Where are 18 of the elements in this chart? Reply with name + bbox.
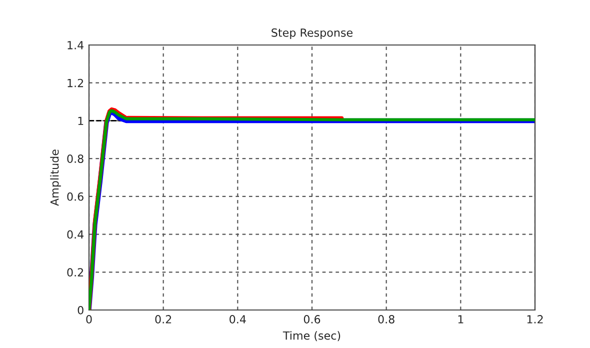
y-tick-label: 1 (78, 116, 84, 125)
y-tick-label: 0.4 (67, 230, 84, 239)
x-tick-label: 0.2 (155, 315, 172, 324)
x-axis-title: Time (sec) (282, 331, 340, 342)
y-axis-title: Amplitude (50, 150, 61, 206)
y-tick-label: 1.2 (68, 78, 84, 88)
chart-title: Step Response (272, 28, 353, 39)
y-tick-label: 0 (78, 306, 84, 314)
y-tick-label: 1.4 (68, 41, 84, 50)
x-tick-label: 1 (458, 315, 464, 324)
y-tick-label: 0.8 (67, 154, 84, 163)
x-tick-label: 0.6 (304, 315, 320, 324)
y-tick-label: 0.6 (67, 192, 84, 201)
y-tick-label: 0.2 (67, 268, 84, 277)
x-tick-label: 1.2 (527, 315, 543, 324)
x-tick-label: 0.8 (378, 315, 394, 324)
x-tick-label: 0 (86, 315, 92, 324)
x-tick-label: 0.4 (230, 315, 246, 324)
